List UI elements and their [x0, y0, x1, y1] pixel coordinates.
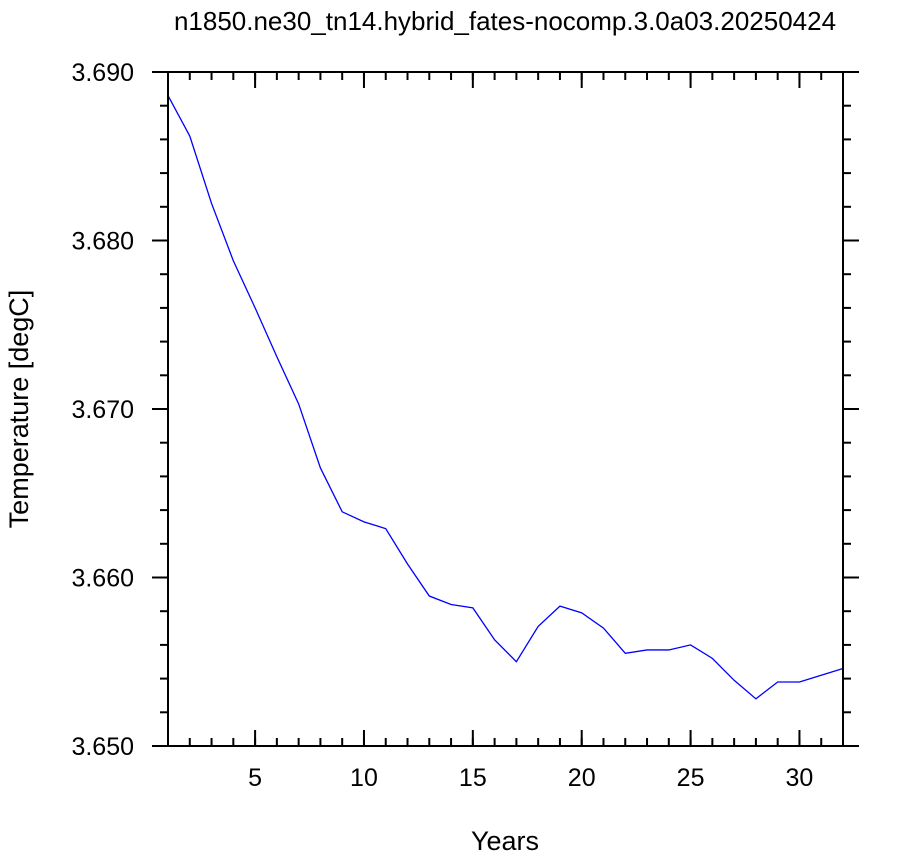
y-tick-label: 3.690	[71, 59, 134, 87]
x-tick-label: 30	[786, 764, 814, 792]
tick-marks	[152, 71, 859, 747]
y-tick-label: 3.660	[71, 565, 134, 593]
y-axis-label: Temperature [degC]	[4, 290, 34, 529]
x-tick-label: 25	[677, 764, 705, 792]
x-tick-label: 5	[248, 764, 262, 792]
plot-frame	[167, 71, 844, 747]
x-tick-label: 20	[568, 764, 596, 792]
y-tick-label: 3.650	[71, 733, 134, 761]
x-tick-label: 10	[350, 764, 378, 792]
x-tick-label: 15	[459, 764, 487, 792]
x-axis-label: Years	[471, 826, 539, 856]
y-tick-label: 3.670	[71, 396, 134, 424]
chart-title: n1850.ne30_tn14.hybrid_fates-nocomp.3.0a…	[174, 6, 836, 36]
y-tick-label: 3.680	[71, 228, 134, 256]
series-line	[167, 95, 844, 700]
tick-labels: 5 10 15 20 25 30 3.650 3.660 3.670 3.680 3.690	[71, 59, 813, 792]
